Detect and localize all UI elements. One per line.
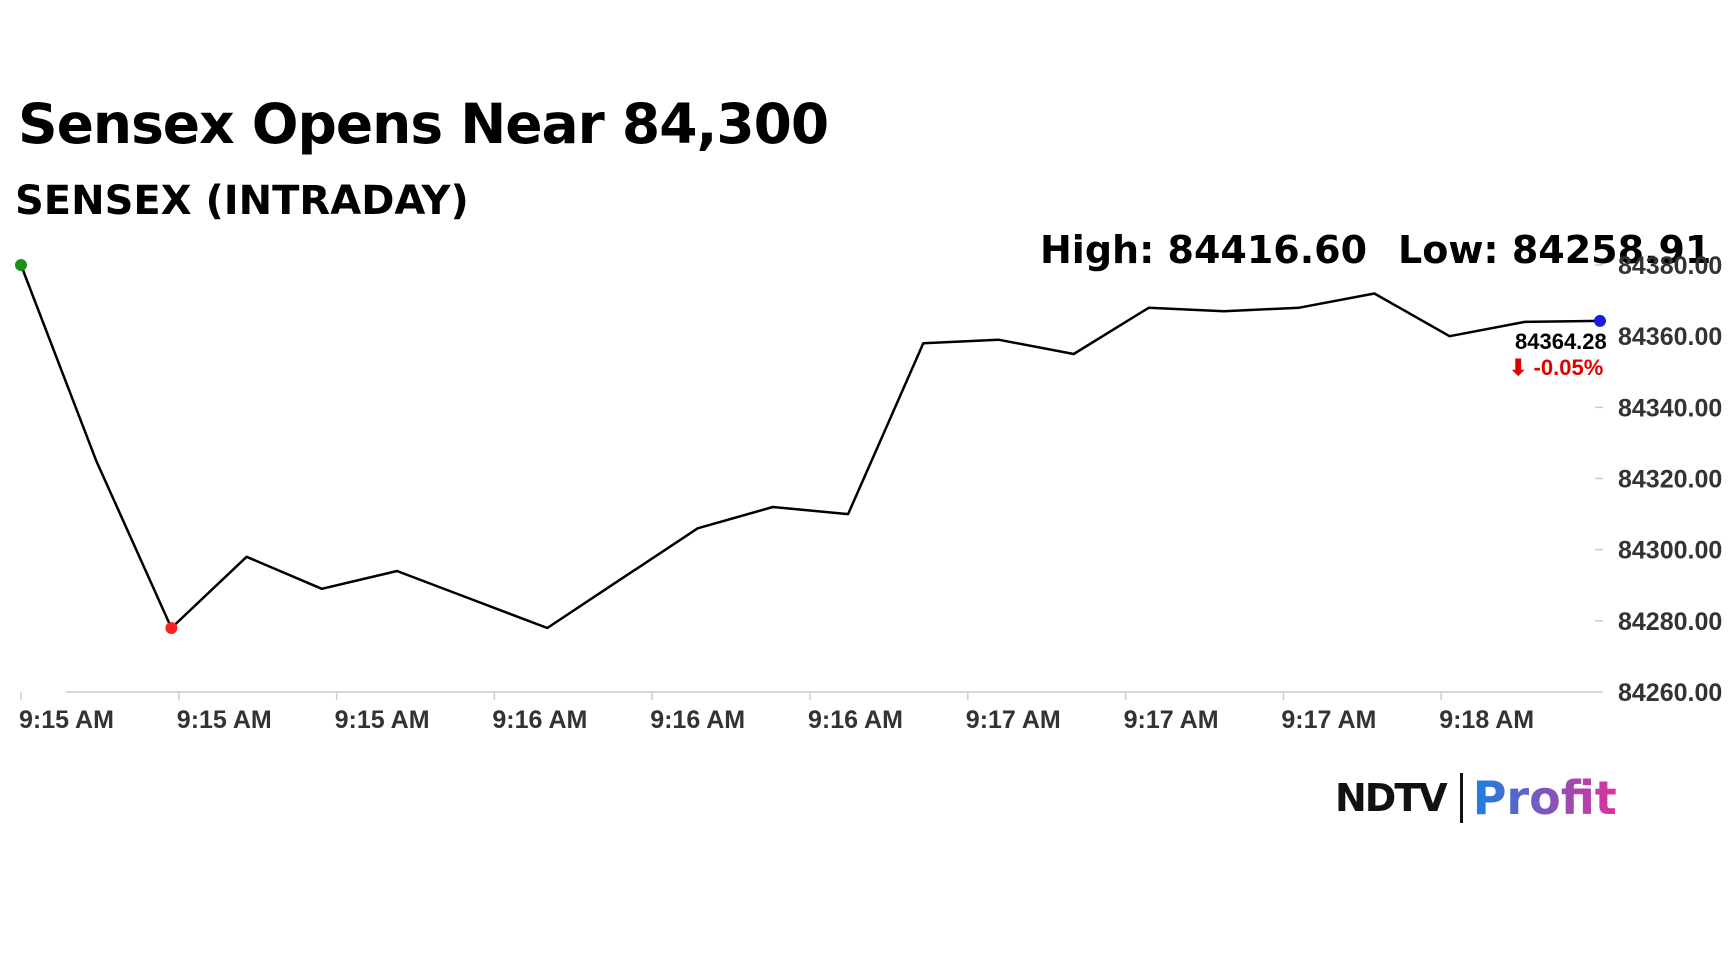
x-tick-label: 9:15 AM — [19, 706, 114, 734]
low-marker — [165, 621, 178, 634]
logo-divider — [1459, 773, 1463, 823]
y-tick-label: 84280.00 — [1618, 608, 1722, 636]
change-label: ⬇ -0.05% — [1509, 355, 1603, 380]
open-marker — [15, 259, 27, 271]
last-price-marker — [1594, 314, 1606, 327]
high-stat: High: 84416.60 — [1040, 228, 1368, 272]
x-tick-label: 9:15 AM — [177, 706, 272, 734]
ndtv-profit-logo: NDTV Profit — [1335, 770, 1617, 826]
x-tick-label: 9:17 AM — [1124, 706, 1219, 734]
ndtv-logo-text: NDTV — [1335, 776, 1448, 820]
y-tick-label: 84260.00 — [1618, 679, 1722, 707]
plot-area: 84364.28⬇ -0.05% — [15, 259, 1607, 634]
chart-headline: Sensex Opens Near 84,300 — [18, 92, 829, 156]
low-stat: Low: 84258.91 — [1398, 228, 1712, 272]
x-tick-label: 9:16 AM — [808, 706, 903, 734]
y-tick-label: 84300.00 — [1618, 537, 1722, 565]
chart-subtitle: SENSEX (INTRADAY) — [15, 178, 469, 224]
x-tick-label: 9:17 AM — [1281, 706, 1376, 734]
y-tick-label: 84380.00 — [1618, 252, 1722, 280]
x-tick-label: 9:18 AM — [1439, 706, 1534, 734]
y-tick-label: 84320.00 — [1618, 466, 1722, 494]
x-tick-label: 9:16 AM — [492, 706, 587, 734]
y-tick-label: 84360.00 — [1618, 323, 1722, 351]
sensex-series-line — [19, 264, 1601, 630]
last-price-label: 84364.28 — [1515, 329, 1607, 354]
profit-logo-text: Profit — [1472, 771, 1617, 825]
x-tick-label: 9:16 AM — [650, 706, 745, 734]
x-tick-label: 9:15 AM — [335, 706, 430, 734]
x-axis: 9:15 AM 9:15 AM 9:15 AM 9:16 AM 9:16 AM 9:16 … — [19, 691, 1595, 734]
y-tick-label: 84340.00 — [1618, 394, 1722, 422]
y-axis: 84380.00 84360.00 84340.00 84320.00 84300.00… — [1595, 252, 1722, 707]
x-tick-label: 9:17 AM — [966, 706, 1061, 734]
